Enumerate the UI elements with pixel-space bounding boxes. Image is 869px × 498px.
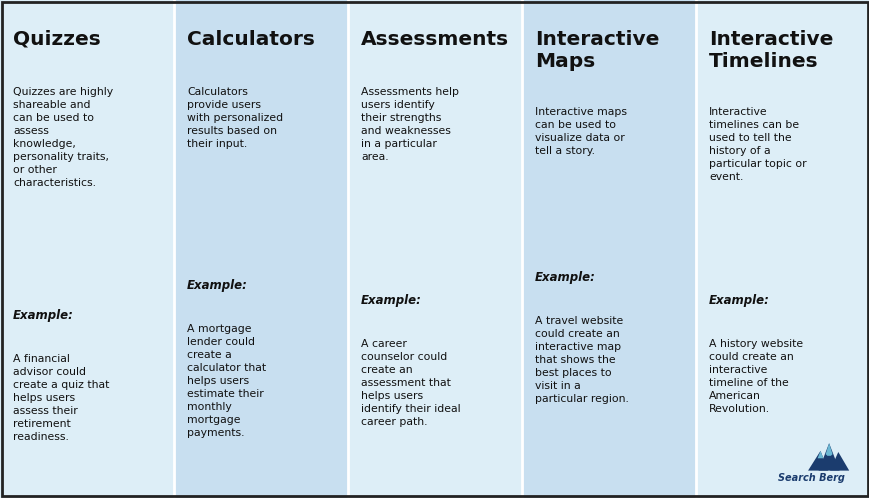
Polygon shape <box>829 452 848 471</box>
Polygon shape <box>825 443 832 456</box>
Text: Search Berg: Search Berg <box>777 473 844 483</box>
Text: A travel website
could create an
interactive map
that shows the
best places to
v: A travel website could create an interac… <box>534 316 628 404</box>
Text: Calculators
provide users
with personalized
results based on
their input.: Calculators provide users with personali… <box>187 87 282 149</box>
Text: A financial
advisor could
create a quiz that
helps users
assess their
retirement: A financial advisor could create a quiz … <box>13 354 109 442</box>
Text: Interactive
timelines can be
used to tell the
history of a
particular topic or
e: Interactive timelines can be used to tel… <box>708 107 806 182</box>
Text: Assessments: Assessments <box>361 30 508 49</box>
Text: A mortgage
lender could
create a
calculator that
helps users
estimate their
mont: A mortgage lender could create a calcula… <box>187 324 266 438</box>
Text: Assessments help
users identify
their strengths
and weaknesses
in a particular
a: Assessments help users identify their st… <box>361 87 459 162</box>
Text: Example:: Example: <box>534 271 595 284</box>
Text: A career
counselor could
create an
assessment that
helps users
identify their id: A career counselor could create an asses… <box>361 339 461 427</box>
Text: Example:: Example: <box>708 294 769 307</box>
Text: Interactive
Timelines: Interactive Timelines <box>708 30 833 71</box>
FancyBboxPatch shape <box>174 0 348 498</box>
FancyBboxPatch shape <box>348 0 521 498</box>
FancyBboxPatch shape <box>521 0 695 498</box>
Text: Quizzes: Quizzes <box>13 30 101 49</box>
Text: Interactive
Maps: Interactive Maps <box>534 30 659 71</box>
Text: Example:: Example: <box>361 294 421 307</box>
Text: Interactive maps
can be used to
visualize data or
tell a story.: Interactive maps can be used to visualiz… <box>534 107 627 156</box>
Text: Calculators: Calculators <box>187 30 315 49</box>
FancyBboxPatch shape <box>695 0 869 498</box>
Polygon shape <box>817 451 822 458</box>
Polygon shape <box>818 443 839 471</box>
Text: Quizzes are highly
shareable and
can be used to
assess
knowledge,
personality tr: Quizzes are highly shareable and can be … <box>13 87 113 188</box>
FancyBboxPatch shape <box>0 0 174 498</box>
Text: Example:: Example: <box>13 309 74 322</box>
Text: Example:: Example: <box>187 279 248 292</box>
Text: A history website
could create an
interactive
timeline of the
American
Revolutio: A history website could create an intera… <box>708 339 802 414</box>
Polygon shape <box>807 451 827 471</box>
